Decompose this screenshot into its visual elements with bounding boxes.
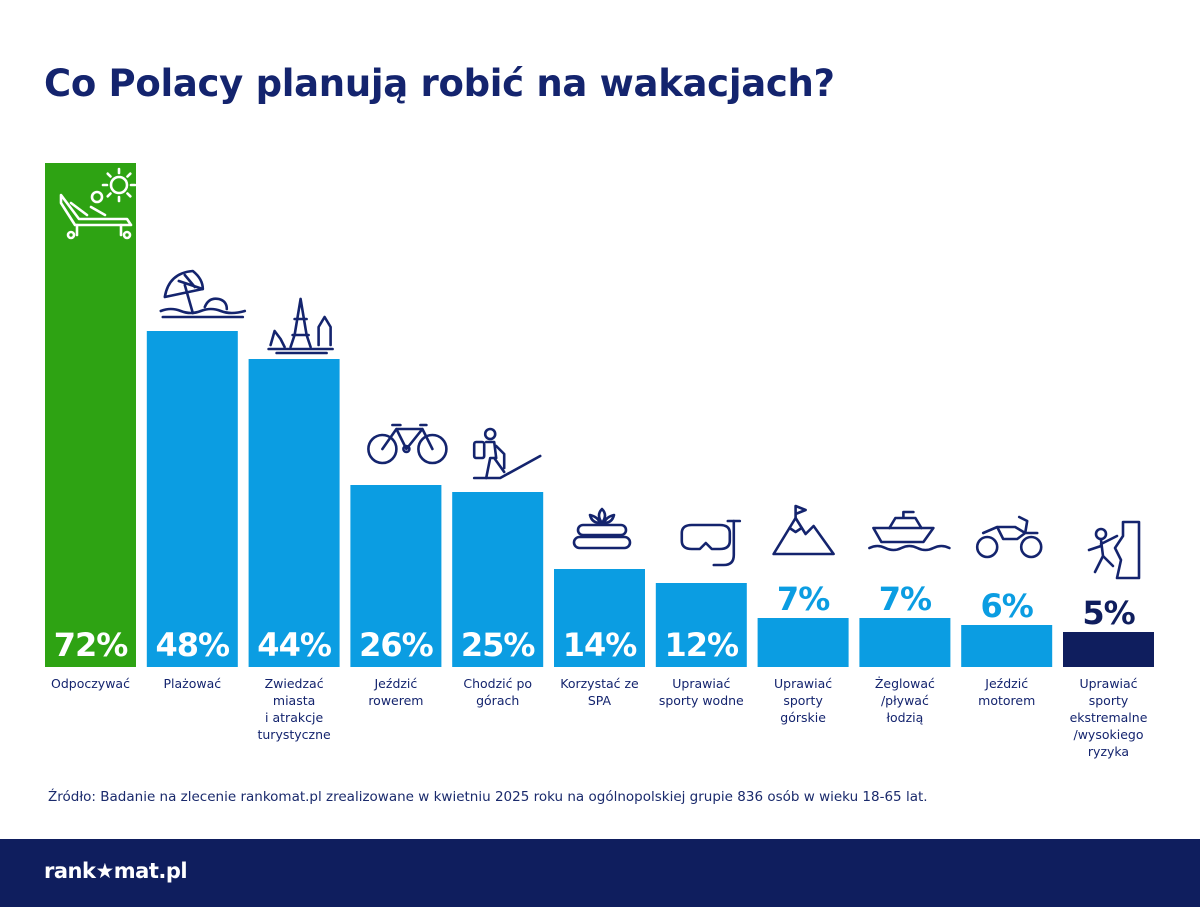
category-label-3: Zwiedzać miasta i atrakcje turystyczne	[257, 676, 331, 742]
source-note: Źródło: Badanie na zlecenie rankomat.pl …	[48, 789, 928, 805]
value-label-7: 12%	[665, 626, 740, 664]
bar-7	[655, 583, 747, 667]
category-label-7: Uprawiać sporty wodne	[659, 676, 744, 708]
sunbed-sun-icon	[59, 167, 137, 240]
value-label-10: 6%	[981, 587, 1034, 625]
footer-bar: rank★mat.pl	[0, 839, 1200, 907]
value-label-9: 7%	[879, 580, 932, 618]
bar-9	[859, 618, 951, 667]
category-label-5: Chodzić po górach	[463, 676, 532, 708]
rankomat-logo: rank★mat.pl	[44, 859, 188, 883]
bar-5	[452, 492, 544, 667]
value-label-3: 44%	[257, 626, 332, 664]
value-label-1: 72%	[54, 626, 129, 664]
bar-10	[961, 625, 1053, 667]
logo-star-icon: ★	[95, 859, 114, 883]
value-label-4: 26%	[359, 626, 434, 664]
climber-icon	[1087, 520, 1141, 580]
category-label-1: Odpoczywać	[51, 676, 130, 691]
value-label-11: 5%	[1082, 594, 1135, 632]
eiffel-tower-landmarks-icon	[267, 297, 334, 355]
value-label-8: 7%	[777, 580, 830, 618]
category-label-11: Uprawiać sporty ekstremalne/wysokiego ryzyk…	[1070, 676, 1148, 759]
value-label-5: 25%	[461, 626, 536, 664]
bar-1	[45, 163, 136, 667]
category-label-10: Jeździć motorem	[978, 676, 1035, 708]
bicycle-icon	[367, 423, 448, 465]
snorkel-mask-icon	[680, 519, 742, 567]
category-label-8: Uprawiać sporty górskie	[774, 676, 832, 725]
category-label-4: Jeździć rowerem	[368, 676, 423, 708]
bar-2	[146, 331, 238, 667]
beach-umbrella-icon	[159, 269, 247, 319]
bar-8	[757, 618, 849, 667]
bar-11	[1063, 632, 1154, 667]
bar-4	[350, 485, 442, 667]
bar-3	[248, 359, 340, 667]
bar-chart: 72% Odpoczywać 48% Plażować 44% Zwiedzać miast…	[45, 163, 1154, 759]
value-label-6: 14%	[563, 626, 638, 664]
motorboat-icon	[868, 510, 951, 552]
page-title: Co Polacy planują robić na wakacjach?	[44, 62, 835, 105]
value-label-2: 48%	[156, 626, 231, 664]
spa-stones-icon	[572, 507, 632, 550]
bar-6	[554, 569, 645, 667]
category-label-9: Żeglować/pływać łodzią	[875, 676, 935, 725]
mountain-flag-icon	[772, 504, 835, 556]
category-label-2: Plażować	[163, 676, 221, 691]
quad-bike-icon	[975, 515, 1043, 559]
hiker-icon	[472, 427, 542, 480]
category-label-6: Korzystać ze SPA	[560, 676, 639, 708]
